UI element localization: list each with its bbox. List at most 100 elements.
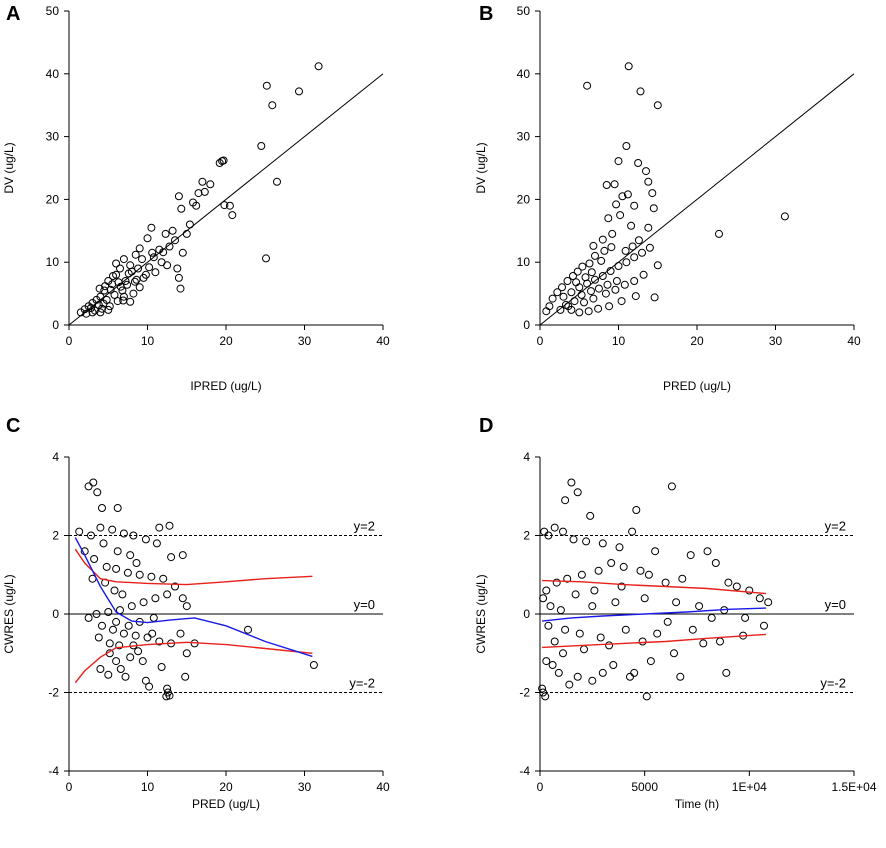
- panel-d-data-point: [605, 641, 614, 650]
- panel-c-reference-label: y=-2: [349, 676, 375, 691]
- panel-c-data-point: [94, 633, 103, 642]
- panel-d-data-point: [764, 598, 773, 607]
- panel-c-data-point: [126, 551, 135, 560]
- panel-b-data-point: [624, 62, 633, 71]
- panel-c-data-point: [109, 625, 117, 634]
- panel-a-data-point: [118, 286, 127, 295]
- panel-b-y-tick-label: 20: [517, 192, 531, 206]
- panel-a-data-point: [168, 226, 177, 235]
- panel-d-data-point: [552, 578, 561, 587]
- panel-c-data-point: [84, 482, 93, 491]
- panel-c-data-point: [182, 649, 191, 658]
- panel-c-data-point: [152, 539, 161, 548]
- panel-b-data-point: [583, 81, 592, 90]
- panel-d-x-tick-label: 1E+04: [732, 780, 767, 794]
- panel-c-x-axis-title: PRED (ug/L): [192, 797, 260, 811]
- panel-d-data-point: [567, 478, 576, 487]
- panel-b-x-tick-label: 0: [537, 334, 544, 348]
- panel-a-data-point: [151, 268, 160, 277]
- panel-c-data-point: [92, 610, 101, 618]
- panel-a-data-point: [176, 284, 185, 293]
- panel-b-data-point: [605, 302, 614, 311]
- panel-b-data-point: [594, 284, 603, 293]
- panel-d-data-point: [540, 527, 549, 536]
- panel-b-data-point: [585, 259, 594, 268]
- panel-b-data-point: [567, 288, 576, 297]
- panel-a-data-point: [157, 258, 166, 267]
- panel-b-data-point: [572, 278, 581, 287]
- panel-a-data-point: [220, 201, 229, 210]
- panel-d-data-point: [561, 625, 570, 634]
- panel-c-x-tick-label: 30: [298, 780, 312, 794]
- panel-a-y-tick-label: 50: [46, 4, 60, 18]
- panel-d-data-point: [716, 637, 724, 646]
- panel-a-data-point: [295, 87, 303, 96]
- panel-a-identity-line: [68, 73, 384, 326]
- panel-b-data-point: [620, 280, 629, 289]
- panel-a-data-point: [273, 177, 281, 186]
- panel-b-data-point: [650, 293, 659, 302]
- panel-b-data-point: [589, 294, 598, 303]
- panel-b-data-point: [621, 246, 630, 255]
- panel-d-data-point: [711, 559, 720, 567]
- panel-a-data-point: [219, 156, 228, 165]
- panel-d-data-point: [732, 582, 741, 591]
- panel-d-data-point: [539, 594, 548, 603]
- panel-a-data-point: [174, 192, 183, 201]
- panel-b-data-point: [563, 277, 572, 285]
- panel-b-data-point: [589, 241, 598, 250]
- panel-c-data-point: [143, 633, 152, 642]
- panel-b-data-point: [630, 253, 639, 262]
- panel-d-data-point: [611, 598, 620, 607]
- panel-b-y-tick-label: 0: [523, 318, 530, 332]
- panel-c-data-point: [90, 555, 99, 563]
- panel-a-data-point: [177, 204, 186, 213]
- panel-d-data-point: [544, 621, 553, 630]
- panel-c-data-point: [118, 590, 127, 599]
- panel-b-data-point: [591, 275, 599, 284]
- panel-c-data-point: [148, 629, 157, 638]
- panel-b-y-tick-label: 50: [517, 4, 531, 18]
- panel-d-data-point: [676, 672, 685, 681]
- panel-b-x-axis-title: PRED (ug/L): [663, 379, 731, 393]
- panel-c-data-point: [155, 637, 164, 646]
- panel-b-letter: B: [479, 3, 493, 25]
- panel-d-data-point: [594, 566, 603, 575]
- panel-c-data-point: [178, 594, 187, 603]
- panel-c-data-point: [138, 657, 147, 666]
- panel-a-data-point: [126, 297, 135, 306]
- panel-a-data-point: [76, 308, 85, 317]
- panel-d-data-point: [621, 625, 630, 634]
- panel-a-data-point: [148, 248, 157, 257]
- panel-a-x-axis-title: IPRED (ug/L): [190, 379, 261, 393]
- panel-a-data-point: [161, 229, 170, 238]
- panel-b-x-tick-label: 30: [769, 334, 783, 348]
- panel-c-y-tick-label: 0: [52, 607, 59, 621]
- panel-a-data-point: [171, 236, 179, 245]
- panel-c-data-point: [181, 672, 190, 681]
- panel-a-data-point: [95, 284, 104, 293]
- panel-c-letter: C: [6, 415, 20, 437]
- panel-d-data-point: [539, 688, 548, 697]
- panel-c-y-tick-label: -4: [48, 764, 59, 778]
- panel-c-data-point: [98, 621, 106, 630]
- panel-c-data-point: [151, 594, 160, 603]
- panel-d-red-upper-curve: [542, 579, 767, 595]
- panel-c-data-point: [96, 523, 105, 532]
- panel-d-data-point: [636, 566, 645, 575]
- panel-a-y-tick-label: 40: [46, 67, 60, 81]
- panel-a-data-point: [268, 101, 277, 110]
- panel-c-y-tick-label: 2: [52, 529, 59, 543]
- panel-b-data-point: [584, 307, 593, 316]
- panel-c-data-point: [155, 523, 164, 532]
- panel-b-data-point: [598, 235, 607, 244]
- panel-a-data-point: [143, 234, 152, 243]
- panel-d-data-point: [707, 613, 716, 622]
- panel-d-y-axis-title: CWRES (ug/L): [474, 574, 488, 653]
- panel-b-data-point: [548, 294, 557, 303]
- panel-d-data-point: [755, 594, 764, 603]
- panel-b-data-point: [618, 192, 627, 201]
- panel-a-data-point: [135, 244, 144, 253]
- panel-c-data-point: [167, 553, 176, 562]
